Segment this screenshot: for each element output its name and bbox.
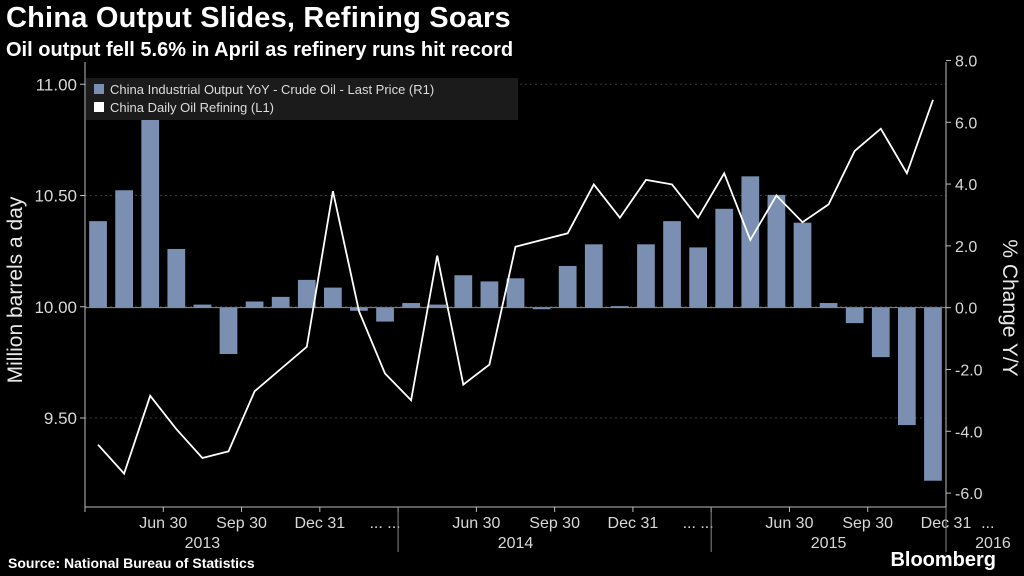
right-tick-label: 6.0: [955, 115, 977, 132]
left-tick-label: 11.00: [36, 75, 77, 94]
x-tick-label: ... ...: [369, 515, 400, 532]
output-bar: [689, 247, 708, 308]
gridlines: [85, 83, 946, 419]
brand-logo: Bloomberg: [890, 549, 996, 571]
right-tick-label: -2.0: [955, 362, 983, 379]
left-tick-label: 10.00: [34, 298, 77, 317]
left-tick-label: 10.50: [34, 187, 77, 206]
output-bar: [767, 194, 786, 308]
legend-bar-swatch: [94, 84, 104, 94]
output-bar: [402, 303, 421, 308]
chart-subtitle: Oil output fell 5.6% in April as refiner…: [6, 39, 514, 61]
x-tick-label: Dec 31: [608, 515, 659, 532]
x-tick-label: Jun 30: [139, 515, 187, 532]
refining-line-path: [97, 99, 934, 476]
output-bar: [741, 176, 760, 308]
x-tick-label: ... ...: [683, 515, 714, 532]
x-tick-label: Jun 30: [452, 515, 500, 532]
output-bar: [584, 244, 603, 308]
output-bar: [297, 279, 316, 308]
right-axis-label: % Change Y/Y: [998, 239, 1021, 376]
output-bar: [323, 287, 342, 308]
output-bar: [845, 307, 864, 324]
year-labels: 2013 2014 2015 2016: [185, 507, 1011, 552]
legend-line-swatch: [94, 102, 104, 112]
left-ticks: 11.00 10.50 10.00 9.50: [34, 75, 85, 428]
legend: China Industrial Output YoY - Crude Oil …: [86, 78, 518, 120]
output-bar: [245, 301, 264, 308]
x-tick-label: ...: [981, 515, 994, 532]
x-ticks: Jun 30 Sep 30 Dec 31 ... ... Jun 30 Sep 30 Dec…: [84, 507, 994, 532]
x-tick-label: Jun 30: [765, 515, 813, 532]
x-tick-label: Sep 30: [842, 515, 893, 532]
right-tick-label: 8.0: [955, 53, 977, 70]
output-bar: [924, 307, 942, 481]
output-bar: [454, 275, 473, 308]
output-bar: [558, 265, 577, 308]
x-tick-label: Sep 30: [216, 515, 267, 532]
output-bar: [819, 303, 838, 308]
axes: [84, 62, 947, 508]
output-bar: [480, 281, 499, 308]
output-bar: [610, 306, 629, 308]
year-label: 2015: [811, 535, 847, 552]
output-bar: [506, 278, 525, 308]
output-bar: [428, 304, 447, 308]
right-tick-label: -4.0: [955, 424, 983, 441]
right-tick-label: 0.0: [955, 301, 977, 318]
legend-line-label: China Daily Oil Refining (L1): [110, 100, 274, 115]
x-tick-label: Dec 31: [294, 515, 345, 532]
output-bar: [871, 307, 890, 358]
bars: [89, 85, 942, 481]
output-bar: [219, 307, 238, 355]
output-bar: [89, 221, 107, 308]
right-ticks: 8.0 6.0 4.0 2.0 0.0 -2.0 -4.0 -6.0: [946, 53, 983, 503]
refining-line: [97, 99, 934, 476]
output-bar: [715, 208, 734, 308]
year-label: 2014: [498, 535, 534, 552]
legend-bar-label: China Industrial Output YoY - Crude Oil …: [110, 82, 434, 97]
output-bar: [793, 222, 812, 308]
left-axis-label: Million barrels a day: [4, 196, 27, 383]
output-bar: [167, 248, 186, 308]
output-bar: [532, 307, 551, 310]
output-bar: [637, 244, 655, 308]
left-tick-label: 9.50: [44, 409, 77, 428]
year-label: 2013: [185, 535, 221, 552]
output-bar: [193, 304, 212, 308]
output-bar: [897, 307, 916, 426]
output-bar: [376, 307, 394, 322]
year-label: 2016: [975, 535, 1011, 552]
output-bar: [663, 221, 681, 308]
source-note: Source: National Bureau of Statistics: [8, 555, 255, 571]
right-tick-label: -6.0: [955, 486, 983, 503]
output-bar: [271, 296, 290, 308]
chart-title: China Output Slides, Refining Soars: [6, 2, 511, 34]
output-bar: [141, 85, 160, 308]
right-tick-label: 2.0: [955, 239, 977, 256]
x-tick-label: Sep 30: [529, 515, 580, 532]
output-bar: [115, 190, 134, 308]
right-tick-label: 4.0: [955, 177, 977, 194]
legend-box: [86, 78, 518, 120]
